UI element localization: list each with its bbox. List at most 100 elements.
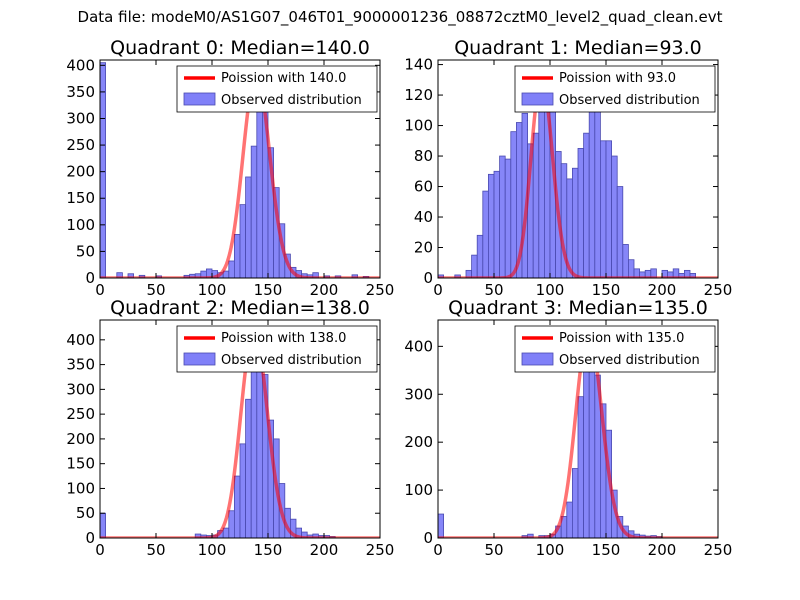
histogram-bar bbox=[588, 99, 596, 278]
axes-frame bbox=[437, 59, 719, 279]
x-tick-label: 0 bbox=[433, 541, 443, 559]
histogram-bars bbox=[438, 330, 718, 538]
poisson-curve bbox=[100, 328, 380, 538]
legend-label-poisson: Poission with 93.0 bbox=[559, 71, 676, 86]
histogram-bar bbox=[577, 396, 584, 538]
legend: Poission with 135.0 Observed distribution bbox=[514, 325, 716, 373]
histogram-bar bbox=[245, 176, 252, 278]
y-tick-label: 0 bbox=[85, 269, 95, 287]
legend-label-poisson: Poission with 138.0 bbox=[221, 331, 346, 346]
histogram-bar bbox=[611, 155, 618, 278]
histogram-bar bbox=[622, 244, 629, 278]
y-tick-label: 100 bbox=[66, 216, 95, 234]
legend-label-observed: Observed distribution bbox=[559, 93, 700, 108]
histogram-bar bbox=[487, 173, 495, 278]
histogram-bar bbox=[577, 148, 584, 278]
x-tick-label: 0 bbox=[95, 541, 105, 559]
y-tick-label: 350 bbox=[66, 83, 95, 101]
histogram-bar bbox=[566, 501, 573, 538]
x-tick-label: 0 bbox=[433, 281, 443, 299]
histogram-bar bbox=[239, 443, 246, 538]
x-tick-label: 50 bbox=[146, 541, 165, 559]
y-tick-label: 400 bbox=[66, 331, 95, 349]
legend: Poission with 138.0 Observed distribution bbox=[176, 325, 378, 373]
figure-suptitle: Data file: modeM0/AS1G07_046T01_90000012… bbox=[77, 8, 723, 26]
y-tick-label: 300 bbox=[404, 385, 433, 403]
x-tick-label: 150 bbox=[254, 281, 283, 299]
histogram-bar bbox=[233, 233, 241, 278]
histogram-bars bbox=[438, 76, 718, 278]
histogram-bar bbox=[605, 140, 612, 278]
histogram-bar bbox=[583, 132, 590, 278]
y-tick-label: 400 bbox=[66, 56, 95, 74]
quadrant-3-chart: 0 50 100 150 200 250 0 100 200 300 400 Quadrant 3: … bbox=[404, 297, 732, 559]
histogram-bar bbox=[527, 533, 534, 538]
x-tick-label: 100 bbox=[536, 541, 565, 559]
x-tick-label: 250 bbox=[366, 541, 395, 559]
y-tick-label: 200 bbox=[66, 430, 95, 448]
y-tick-label: 150 bbox=[66, 189, 95, 207]
y-tick-label: 50 bbox=[76, 242, 95, 260]
histogram-bar bbox=[471, 254, 478, 278]
x-tick-label: 250 bbox=[704, 541, 733, 559]
x-tick-label: 50 bbox=[484, 281, 503, 299]
y-tick-label: 140 bbox=[404, 56, 433, 74]
y-tick-label: 20 bbox=[414, 239, 433, 257]
quadrant-1-chart: 0 50 100 150 200 250 0 20 40 60 80 100 120 140 Quadran… bbox=[404, 37, 732, 299]
y-tick-label: 120 bbox=[404, 86, 433, 104]
histogram-bar bbox=[594, 91, 601, 278]
x-tick-label: 50 bbox=[146, 281, 165, 299]
poisson-curve bbox=[100, 71, 380, 278]
legend: Poission with 93.0 Observed distribution bbox=[514, 65, 716, 113]
legend-label-poisson: Poission with 140.0 bbox=[221, 71, 346, 86]
legend-label-poisson: Poission with 135.0 bbox=[559, 331, 684, 346]
x-tick-label: 100 bbox=[536, 281, 565, 299]
histogram-bar bbox=[628, 259, 635, 278]
histogram-bar bbox=[222, 527, 230, 538]
histogram-bar bbox=[572, 468, 579, 538]
histogram-bar bbox=[482, 190, 489, 278]
y-tick-label: 0 bbox=[423, 529, 433, 547]
histogram-bar bbox=[538, 94, 545, 278]
x-tick-label: 100 bbox=[198, 541, 227, 559]
legend: Poission with 140.0 Observed distribution bbox=[176, 65, 378, 113]
chart-title: Quadrant 2: Median=138.0 bbox=[110, 297, 370, 319]
x-tick-label: 250 bbox=[704, 281, 733, 299]
histogram-bar bbox=[504, 158, 512, 278]
axes-frame bbox=[99, 59, 381, 279]
axes-frame bbox=[437, 319, 719, 539]
chart-title: Quadrant 0: Median=140.0 bbox=[110, 37, 370, 59]
legend-bar-swatch bbox=[183, 92, 216, 106]
histogram-bars bbox=[100, 62, 380, 278]
quadrant-2-chart: 0 50 100 150 200 250 0 50 100 150 200 250 300 350 400 Q… bbox=[66, 297, 394, 559]
histogram-bars bbox=[100, 328, 380, 538]
chart-title: Quadrant 1: Median=93.0 bbox=[454, 37, 702, 59]
histogram-bar bbox=[228, 260, 235, 278]
poisson-curve bbox=[438, 76, 718, 278]
histogram-bar bbox=[250, 145, 258, 278]
histogram-bar bbox=[689, 273, 696, 278]
y-tick-label: 100 bbox=[66, 479, 95, 497]
histogram-bar bbox=[650, 268, 657, 278]
y-tick-label: 350 bbox=[66, 356, 95, 374]
legend-bar-swatch bbox=[183, 352, 216, 366]
y-tick-label: 0 bbox=[423, 269, 433, 287]
legend-bar-swatch bbox=[521, 352, 554, 366]
histogram-bar bbox=[600, 140, 607, 278]
legend-label-observed: Observed distribution bbox=[221, 353, 362, 368]
y-tick-label: 200 bbox=[66, 163, 95, 181]
histogram-bar bbox=[100, 62, 106, 278]
histogram-bar bbox=[256, 93, 263, 278]
y-tick-label: 60 bbox=[414, 178, 433, 196]
histogram-bar bbox=[532, 132, 540, 278]
histogram-bar bbox=[499, 155, 506, 278]
chart-title: Quadrant 3: Median=135.0 bbox=[448, 297, 708, 319]
histogram-bar bbox=[438, 513, 444, 538]
axes-frame bbox=[99, 319, 381, 539]
legend-label-observed: Observed distribution bbox=[221, 93, 362, 108]
y-tick-label: 400 bbox=[404, 337, 433, 355]
x-tick-label: 150 bbox=[254, 541, 283, 559]
x-tick-label: 200 bbox=[310, 281, 339, 299]
legend-label-observed: Observed distribution bbox=[559, 353, 700, 368]
x-tick-label: 250 bbox=[366, 281, 395, 299]
